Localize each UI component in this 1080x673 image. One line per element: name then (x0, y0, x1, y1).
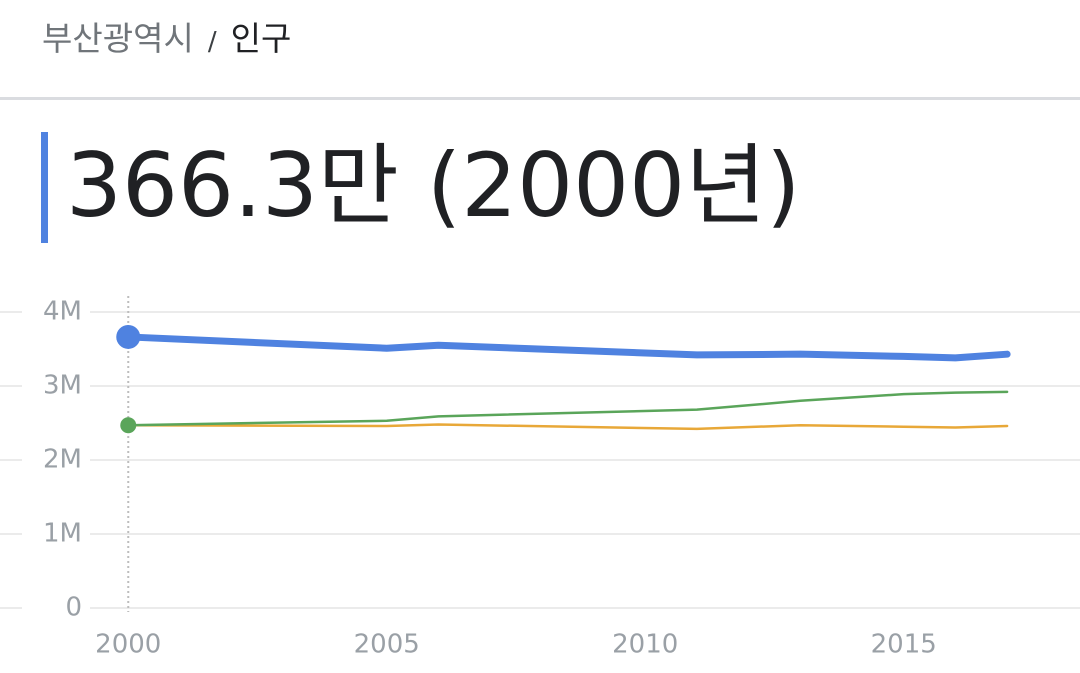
breadcrumb-current: 인구 (230, 19, 292, 58)
series-line (127, 390, 1009, 427)
y-tick-label: 2M (43, 445, 82, 475)
x-tick-label: 2005 (354, 630, 420, 660)
series-line (124, 333, 1011, 362)
breadcrumb: 부산광역시 / 인구 (42, 12, 291, 60)
highlight-dot (120, 417, 137, 434)
accent-bar (41, 132, 48, 243)
x-tick-label: 2015 (871, 630, 937, 660)
x-tick-label: 2010 (612, 630, 678, 660)
y-tick-label: 4M (43, 297, 82, 327)
x-tick-label: 2000 (95, 630, 161, 660)
highlight-dot (116, 324, 141, 349)
y-tick-label: 0 (65, 593, 82, 623)
breadcrumb-separator: / (207, 27, 217, 57)
divider (0, 97, 1080, 100)
breadcrumb-parent[interactable]: 부산광역시 (42, 19, 194, 58)
y-tick-label: 1M (43, 519, 82, 549)
series-line (127, 423, 1009, 431)
y-tick-label: 3M (43, 371, 82, 401)
headline: 366.3만 (2000년) (66, 134, 801, 237)
